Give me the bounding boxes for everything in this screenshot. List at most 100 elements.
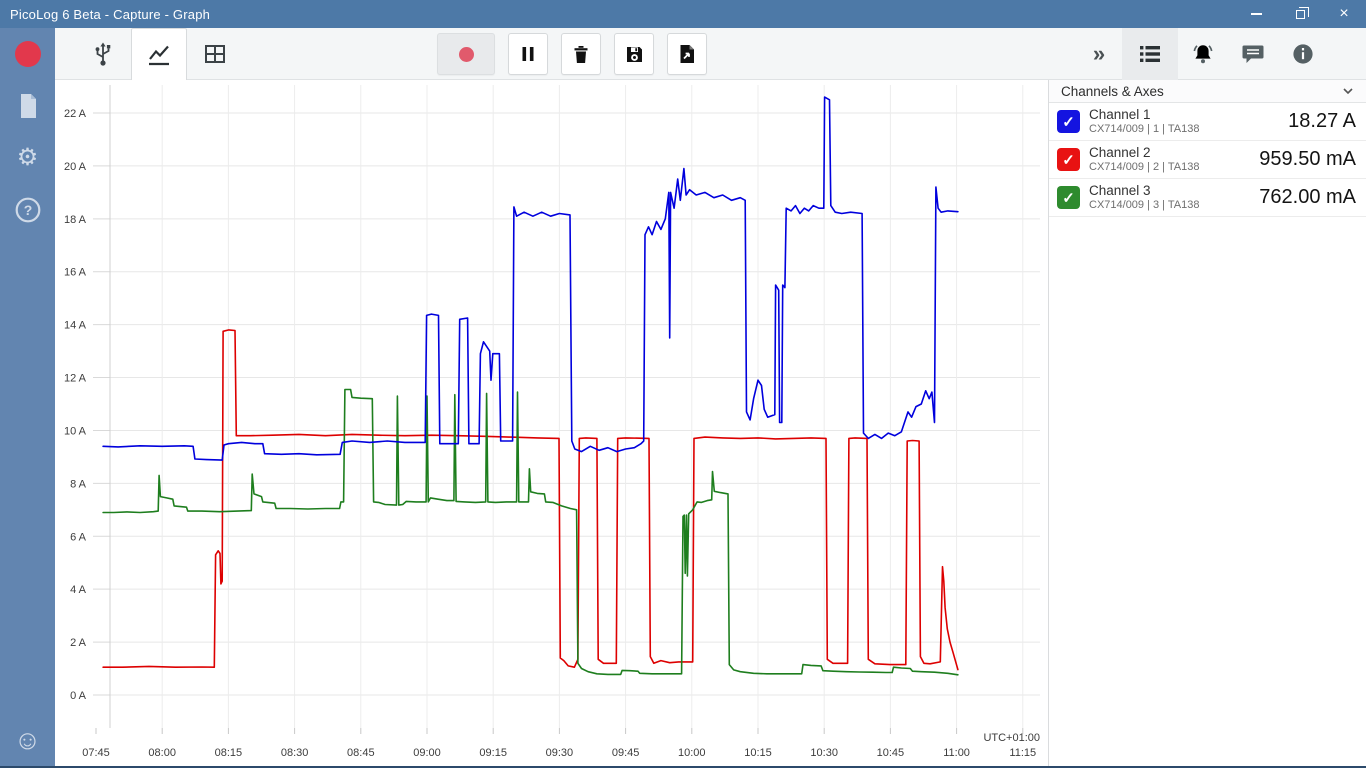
- channel-detail: CX714/009 | 1 | TA138: [1089, 122, 1200, 135]
- channels-axes-header[interactable]: Channels & Axes: [1049, 80, 1366, 103]
- svg-text:10 A: 10 A: [64, 425, 87, 437]
- svg-text:07:45: 07:45: [82, 747, 110, 759]
- channels-axes-panel: Channels & Axes ✓ Channel 1 CX714/009 | …: [1048, 80, 1366, 766]
- restore-button[interactable]: [1278, 0, 1322, 28]
- svg-text:08:45: 08:45: [347, 747, 375, 759]
- channel-name: Channel 1: [1089, 107, 1151, 123]
- svg-text:20 A: 20 A: [64, 161, 87, 173]
- info-icon: [1293, 44, 1313, 64]
- export-button[interactable]: [667, 33, 707, 75]
- svg-text:11:15: 11:15: [1009, 747, 1036, 759]
- channel-2-value: 959.50 mA: [1259, 148, 1356, 170]
- svg-text:?: ?: [23, 202, 32, 218]
- help-icon: ?: [15, 197, 40, 223]
- svg-text:08:30: 08:30: [281, 747, 309, 759]
- restore-icon: [1295, 6, 1309, 19]
- svg-text:09:15: 09:15: [479, 747, 507, 759]
- pause-button[interactable]: [508, 33, 548, 75]
- svg-text:10:00: 10:00: [678, 747, 706, 759]
- sidebar-item-capture[interactable]: [0, 28, 55, 80]
- tab-table[interactable]: [187, 28, 243, 80]
- export-file-icon: [680, 45, 694, 63]
- sidebar-item-settings[interactable]: ⚙: [0, 132, 55, 184]
- trash-icon: [574, 45, 588, 63]
- svg-text:11:00: 11:00: [943, 747, 970, 759]
- pause-icon: [522, 47, 534, 61]
- gear-icon: ⚙: [16, 144, 39, 171]
- svg-text:08:00: 08:00: [148, 747, 176, 759]
- svg-text:10:30: 10:30: [810, 747, 838, 759]
- line-chart-icon: [149, 45, 169, 65]
- channel-3-value: 762.00 mA: [1259, 186, 1356, 208]
- graph-panel: 0 A 2 A 4 A 6 A 8 A 10 A 12 A 14 A 16 A 18 A 20 A 2…: [55, 80, 1048, 766]
- channel-name: Channel 2: [1089, 145, 1151, 161]
- delete-button[interactable]: [561, 33, 601, 75]
- channel-1-labels: Channel 1 CX714/009 | 1 | TA138: [1089, 107, 1200, 135]
- smiley-icon: ☺: [13, 724, 42, 755]
- svg-text:12 A: 12 A: [64, 373, 87, 385]
- bell-icon: [1193, 45, 1213, 64]
- list-icon: [1140, 46, 1160, 62]
- channel-1-value: 18.27 A: [1288, 110, 1356, 132]
- notes-panel-button[interactable]: [1228, 28, 1278, 80]
- window-bottom-border: [0, 766, 1366, 768]
- svg-text:08:15: 08:15: [215, 747, 243, 759]
- minimize-button[interactable]: [1234, 0, 1278, 28]
- channel-detail: CX714/009 | 2 | TA138: [1089, 160, 1200, 173]
- svg-text:09:45: 09:45: [612, 747, 640, 759]
- save-icon: [626, 46, 642, 62]
- info-panel-button[interactable]: [1278, 28, 1328, 80]
- svg-text:10:15: 10:15: [744, 747, 772, 759]
- tab-devices[interactable]: [75, 28, 131, 80]
- svg-text:14 A: 14 A: [64, 320, 87, 332]
- trace-channel-3: [102, 388, 959, 676]
- tab-graph[interactable]: [131, 28, 187, 80]
- channel-row-1[interactable]: ✓ Channel 1 CX714/009 | 1 | TA138 18.27 …: [1049, 103, 1366, 141]
- grid: [93, 85, 1040, 734]
- close-button[interactable]: ×: [1339, 5, 1349, 22]
- window-controls: ×: [1234, 0, 1366, 28]
- timezone-label: UTC+01:00: [983, 732, 1040, 744]
- save-button[interactable]: [614, 33, 654, 75]
- channel-row-2[interactable]: ✓ Channel 2 CX714/009 | 2 | TA138 959.50…: [1049, 141, 1366, 179]
- graph-canvas[interactable]: 0 A 2 A 4 A 6 A 8 A 10 A 12 A 14 A 16 A 18 A 20 A 2…: [55, 80, 1047, 765]
- svg-text:4 A: 4 A: [70, 584, 87, 596]
- capture-actions: [437, 33, 707, 75]
- svg-text:16 A: 16 A: [64, 267, 87, 279]
- window-title: PicoLog 6 Beta - Capture - Graph: [10, 6, 211, 22]
- channel-2-checkbox[interactable]: ✓: [1057, 148, 1080, 171]
- view-tabs: [75, 28, 243, 80]
- channel-2-labels: Channel 2 CX714/009 | 2 | TA138: [1089, 145, 1200, 173]
- svg-text:8 A: 8 A: [70, 478, 87, 490]
- channel-3-checkbox[interactable]: ✓: [1057, 186, 1080, 209]
- channel-3-labels: Channel 3 CX714/009 | 3 | TA138: [1089, 183, 1200, 211]
- alarms-panel-button[interactable]: [1178, 28, 1228, 80]
- svg-text:6 A: 6 A: [70, 531, 87, 543]
- svg-text:09:30: 09:30: [546, 747, 574, 759]
- collapse-chevrons-icon[interactable]: »: [1092, 41, 1106, 66]
- record-icon: [458, 46, 474, 62]
- channels-panel-button[interactable]: [1122, 28, 1178, 80]
- chevron-down-icon: [1343, 88, 1353, 95]
- svg-text:0 A: 0 A: [70, 690, 87, 702]
- trace-channel-2: [102, 329, 959, 671]
- channels-axes-title: Channels & Axes: [1061, 83, 1164, 99]
- channel-row-3[interactable]: ✓ Channel 3 CX714/009 | 3 | TA138 762.00…: [1049, 179, 1366, 217]
- svg-text:10:45: 10:45: [877, 747, 905, 759]
- channel-1-checkbox[interactable]: ✓: [1057, 110, 1080, 133]
- document-icon: [20, 94, 36, 118]
- trace-channel-1: [102, 96, 959, 461]
- usb-icon: [95, 42, 111, 66]
- svg-text:09:00: 09:00: [413, 747, 441, 759]
- record-dot-icon: [14, 41, 41, 67]
- minimize-icon: [1250, 13, 1262, 15]
- sidebar-item-feedback[interactable]: ☺: [0, 714, 55, 766]
- nav-sidebar: ⚙ ? ☺: [0, 28, 55, 766]
- sidebar-item-help[interactable]: ?: [0, 184, 55, 236]
- title-bar: PicoLog 6 Beta - Capture - Graph ×: [0, 0, 1366, 28]
- axis-labels: 0 A 2 A 4 A 6 A 8 A 10 A 12 A 14 A 16 A 18 A 20 A 2…: [64, 108, 1040, 759]
- panel-toggles: »: [1082, 28, 1328, 80]
- sidebar-item-file[interactable]: [0, 80, 55, 132]
- svg-text:18 A: 18 A: [64, 214, 87, 226]
- record-button[interactable]: [437, 33, 495, 75]
